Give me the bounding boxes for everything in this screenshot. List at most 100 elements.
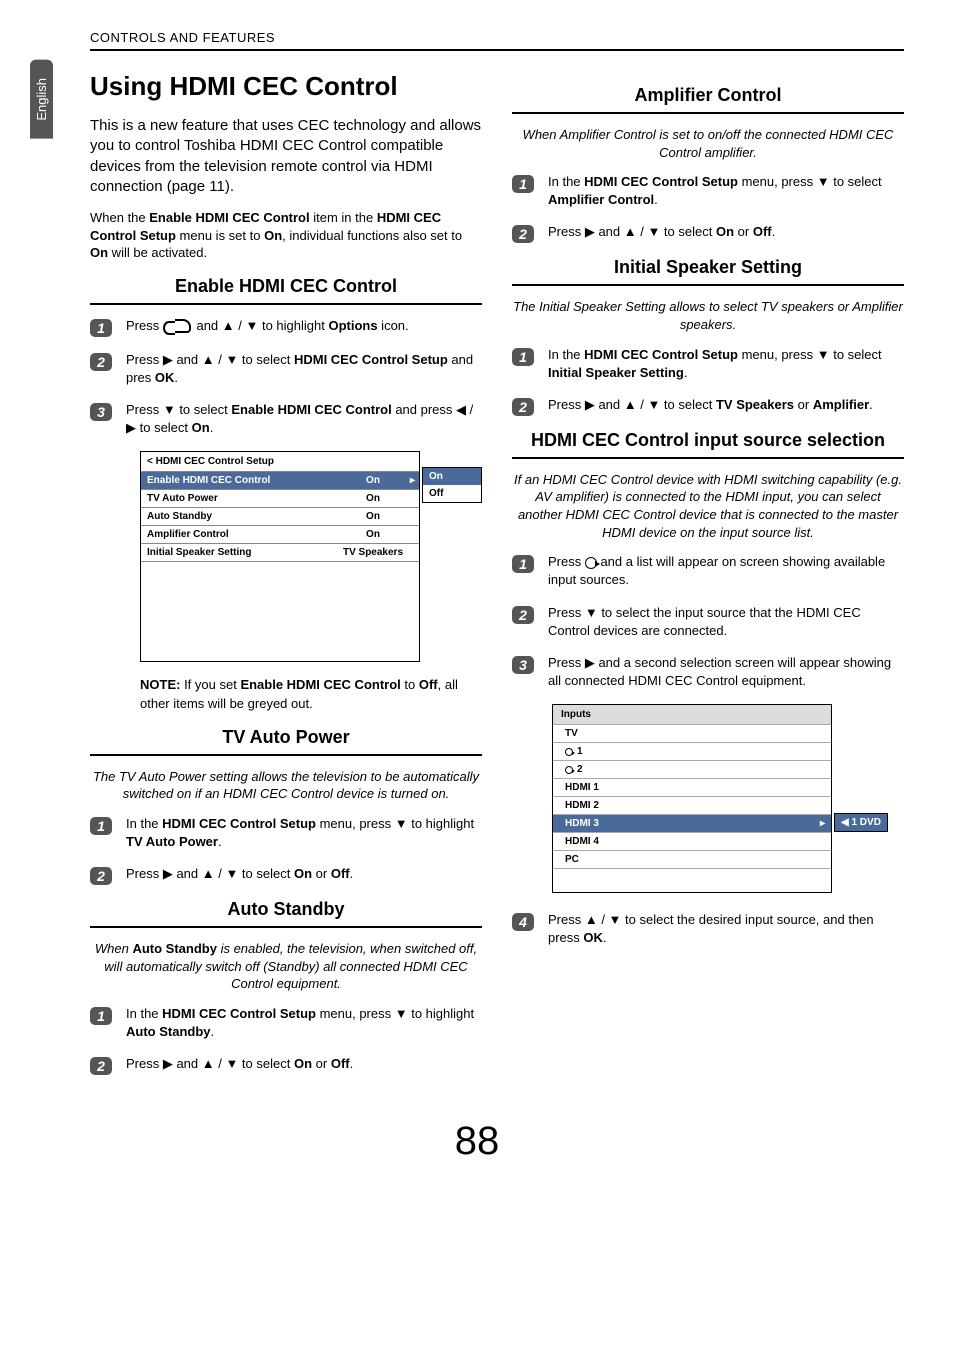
t: Off — [419, 677, 438, 692]
step-text: In the HDMI CEC Control Setup menu, pres… — [126, 1005, 482, 1041]
header-title: CONTROLS AND FEATURES — [90, 30, 904, 45]
inputs-row: HDMI 4 — [553, 832, 831, 850]
section-desc: The Initial Speaker Setting allows to se… — [512, 298, 904, 333]
source-icon — [565, 766, 573, 774]
step-text: Press ▼ to select the input source that … — [548, 604, 904, 640]
rule — [512, 284, 904, 286]
inputs-popup: ◀ 1 DVD — [834, 813, 888, 832]
step-number-icon: 3 — [90, 403, 112, 421]
menu-wrapper: < HDMI CEC Control Setup Enable HDMI CEC… — [90, 451, 482, 662]
menu-label: Amplifier Control — [147, 529, 333, 540]
t: In the — [126, 816, 162, 831]
menu-label: Enable HDMI CEC Control — [147, 475, 333, 486]
t: In the — [548, 174, 584, 189]
step-text: Press ▶ and ▲ / ▼ to select TV Speakers … — [548, 396, 904, 414]
t: or — [734, 224, 753, 239]
t: menu is set to — [176, 228, 264, 243]
t: . — [211, 1024, 215, 1039]
t: In the — [126, 1006, 162, 1021]
t: Off — [753, 224, 772, 239]
t: Amplifier Control — [548, 192, 654, 207]
menu-label: TV Auto Power — [147, 493, 333, 504]
step: 2 Press ▶ and ▲ / ▼ to select HDMI CEC C… — [90, 351, 482, 387]
t: or — [794, 397, 813, 412]
inputs-row: 1 — [553, 742, 831, 760]
menu-label: Auto Standby — [147, 511, 333, 522]
t: Press ▶ and ▲ / ▼ to select — [548, 397, 716, 412]
menu-label: Initial Speaker Setting — [147, 547, 333, 558]
menu-value: On — [333, 475, 413, 486]
step: 3 Press ▶ and a second selection screen … — [512, 654, 904, 690]
menu-row: Auto Standby On — [141, 507, 419, 525]
section-standby-title: Auto Standby — [90, 899, 482, 920]
step: 1 In the HDMI CEC Control Setup menu, pr… — [90, 815, 482, 851]
t: or — [312, 866, 331, 881]
t: Press ▶ and ▲ / ▼ to select — [126, 352, 294, 367]
step-number-icon: 1 — [512, 555, 534, 573]
t: Options — [328, 318, 377, 333]
section-desc: The TV Auto Power setting allows the tel… — [90, 768, 482, 803]
t: NOTE: — [140, 677, 180, 692]
inputs-wrapper: Inputs TV 1 2 HDMI 1 HDMI 2 HDMI 3 HDMI … — [512, 704, 904, 893]
step: 2 Press ▶ and ▲ / ▼ to select On or Off. — [90, 865, 482, 885]
step-number-icon: 1 — [90, 319, 112, 337]
step-text: In the HDMI CEC Control Setup menu, pres… — [548, 346, 904, 382]
t: . — [350, 866, 354, 881]
step-number-icon: 2 — [90, 1057, 112, 1075]
menu-value: TV Speakers — [333, 547, 413, 558]
t: Press ▶ and ▲ / ▼ to select — [126, 1056, 294, 1071]
inputs-menu: Inputs TV 1 2 HDMI 1 HDMI 2 HDMI 3 HDMI … — [552, 704, 832, 893]
rule — [90, 926, 482, 928]
step: 1 In the HDMI CEC Control Setup menu, pr… — [512, 346, 904, 382]
t: . — [174, 370, 178, 385]
menu-value: On — [333, 493, 413, 504]
t: Auto Standby — [126, 1024, 211, 1039]
t: On — [716, 224, 734, 239]
t: . — [350, 1056, 354, 1071]
step-number-icon: 4 — [512, 913, 534, 931]
menu-title: < HDMI CEC Control Setup — [141, 452, 419, 471]
language-tab: English — [30, 60, 53, 139]
inputs-row: 2 — [553, 760, 831, 778]
step-number-icon: 1 — [90, 1007, 112, 1025]
step-text: Press ▶ and ▲ / ▼ to select On or Off. — [548, 223, 904, 241]
t: menu, press ▼ to highlight — [316, 816, 474, 831]
t: HDMI CEC Control Setup — [162, 1006, 316, 1021]
subintro: When the Enable HDMI CEC Control item in… — [90, 209, 482, 262]
step: 2 Press ▶ and ▲ / ▼ to select TV Speaker… — [512, 396, 904, 416]
left-column: Using HDMI CEC Control This is a new fea… — [90, 71, 482, 1089]
t: Amplifier — [813, 397, 869, 412]
step-text: In the HDMI CEC Control Setup menu, pres… — [126, 815, 482, 851]
t: item in the — [310, 210, 377, 225]
t: menu, press ▼ to select — [738, 347, 882, 362]
step-number-icon: 2 — [512, 225, 534, 243]
step-text: Press ▲ / ▼ to select the desired input … — [548, 911, 904, 947]
step: 2 Press ▶ and ▲ / ▼ to select On or Off. — [512, 223, 904, 243]
step-number-icon: 2 — [512, 398, 534, 416]
inputs-title: Inputs — [553, 705, 831, 724]
t: Enable HDMI CEC Control — [149, 210, 309, 225]
t: On — [294, 1056, 312, 1071]
main-title: Using HDMI CEC Control — [90, 71, 482, 102]
t: menu, press ▼ to highlight — [316, 1006, 474, 1021]
step-number-icon: 2 — [90, 353, 112, 371]
t: , individual functions also set to — [282, 228, 462, 243]
t: . — [772, 224, 776, 239]
rule — [90, 303, 482, 305]
t: Enable HDMI CEC Control — [240, 677, 400, 692]
inputs-row: HDMI 1 — [553, 778, 831, 796]
section-tvauto-title: TV Auto Power — [90, 727, 482, 748]
t: On — [192, 420, 210, 435]
step: 1 Press and a list will appear on screen… — [512, 553, 904, 589]
t: Off — [331, 866, 350, 881]
t: . — [603, 930, 607, 945]
t: 1 — [577, 746, 583, 757]
t: When the — [90, 210, 149, 225]
t: On — [90, 245, 108, 260]
inputs-popup-option: ◀ 1 DVD — [835, 814, 887, 831]
t: HDMI CEC Control Setup — [294, 352, 448, 367]
t: HDMI CEC Control Setup — [584, 347, 738, 362]
step-number-icon: 3 — [512, 656, 534, 674]
menu-empty-area — [141, 561, 419, 661]
t: OK — [583, 930, 603, 945]
